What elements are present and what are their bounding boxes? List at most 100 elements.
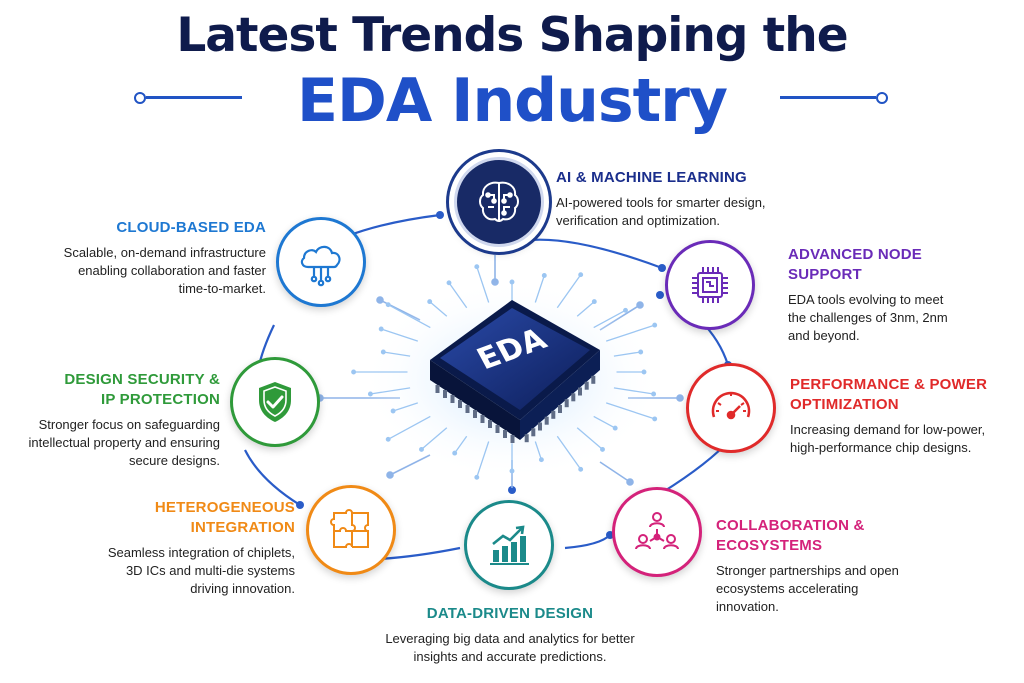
puzzle-icon: [330, 509, 369, 548]
title-decoration-right: [780, 92, 890, 104]
title-line-2: EDA Industry: [297, 66, 728, 136]
title-line-1: Latest Trends Shaping the: [176, 8, 848, 63]
cloud-icon-circle: [276, 217, 366, 307]
circuit-trace: [387, 415, 431, 440]
trend-performance-title: PERFORMANCE & POWER OPTIMIZATION: [790, 376, 988, 413]
chip-pin: [524, 434, 529, 443]
circuit-trace-node: [390, 408, 396, 414]
circuit-trace-node: [591, 299, 597, 305]
security-icon-circle: [230, 357, 320, 447]
circuit-trace: [370, 387, 411, 395]
circuit-trace: [448, 282, 468, 309]
network-people-icon: [635, 512, 679, 550]
trend-cloud-desc: Scalable, on-demand infrastructure enabl…: [63, 245, 266, 296]
circuit-trace-node: [367, 391, 373, 397]
circuit-trace-node: [641, 369, 647, 375]
chip-pin: [584, 381, 589, 390]
circuit-trace: [534, 275, 545, 303]
circuit-trace-node: [509, 279, 515, 285]
trend-collaboration-desc: Stronger partnerships and open ecosystem…: [716, 563, 899, 614]
circuit-trace: [556, 435, 582, 470]
trend-cloud-title: CLOUD-BASED EDA: [116, 219, 266, 236]
circuit-trace: [613, 351, 641, 357]
chip-pin: [495, 425, 500, 433]
circuit-trace-node: [612, 425, 618, 431]
circuit-trace-node: [600, 446, 605, 452]
shield-check-icon: [259, 382, 291, 422]
circuit-trace-node: [380, 349, 386, 355]
circuit-trace: [380, 328, 419, 342]
chip-icon: [692, 267, 728, 303]
circuit-trace-node: [446, 280, 452, 286]
circuit-trace-node: [651, 391, 657, 397]
circuit-trace-node: [378, 326, 384, 332]
circuit-trace-node: [452, 450, 458, 456]
trend-ai-title: AI & MACHINE LEARNING: [556, 169, 747, 186]
chip-pin: [544, 416, 549, 425]
circuit-trace: [556, 274, 582, 309]
chip-pin: [591, 375, 596, 384]
circuit-trace-node: [351, 369, 357, 375]
circuit-trace-node: [541, 273, 547, 278]
circuit-trace: [387, 304, 431, 329]
circuit-trace-node: [474, 264, 480, 270]
trend-data-driven: DATA-DRIVEN DESIGN Leveraging big data a…: [370, 604, 650, 666]
gauge-icon: [711, 391, 751, 420]
trend-heterogeneous: HETEROGENEOUS INTEGRATION Seamless integ…: [95, 498, 295, 598]
chip-pin: [480, 415, 485, 423]
circuit-trace-node: [385, 436, 391, 442]
trend-advanced-node-desc: EDA tools evolving to meet the challenge…: [788, 292, 948, 343]
heterogeneous-icon-circle: [306, 485, 396, 575]
trend-data-driven-desc: Leveraging big data and analytics for be…: [385, 631, 635, 664]
chip-pin: [435, 385, 440, 393]
circuit-trace-node: [427, 299, 433, 305]
chip-pin: [578, 387, 582, 396]
chip-pin: [488, 420, 492, 428]
circuit-trace: [576, 427, 603, 450]
trend-security-title: DESIGN SECURITY & IP PROTECTION: [64, 371, 220, 408]
circuit-trace-node: [538, 457, 544, 463]
circuit-trace: [454, 435, 468, 454]
circuit-trace: [421, 427, 448, 450]
trend-performance: PERFORMANCE & POWER OPTIMIZATION Increas…: [790, 375, 1000, 457]
trend-performance-desc: Increasing demand for low-power, high-pe…: [790, 422, 986, 455]
chip-pin: [551, 410, 556, 419]
brain-circuit-icon: [479, 181, 519, 223]
cloud-icon: [300, 245, 341, 287]
circuit-trace: [593, 415, 616, 429]
center-chip: [430, 300, 600, 443]
circuit-trace-node: [652, 322, 658, 328]
trend-ai: AI & MACHINE LEARNING AI-powered tools f…: [556, 168, 766, 230]
chip-pin: [510, 435, 515, 443]
circuit-trace-node: [474, 474, 480, 480]
circuit-trace: [429, 301, 448, 317]
collaboration-icon-circle: [612, 487, 702, 577]
circuit-trace: [534, 441, 543, 460]
circuit-trace-node: [509, 468, 515, 474]
chip-pin: [458, 400, 462, 408]
trend-cloud: CLOUD-BASED EDA Scalable, on-demand infr…: [56, 218, 266, 298]
chip-pin: [443, 390, 447, 398]
title-decoration-left: [134, 92, 244, 104]
circuit-trace-node: [638, 349, 644, 355]
trend-data-driven-title: DATA-DRIVEN DESIGN: [426, 605, 594, 622]
circuit-trace: [593, 309, 626, 329]
chip-pin: [473, 410, 477, 418]
circuit-trace-node: [578, 272, 584, 278]
circuit-trace: [392, 402, 419, 412]
circuit-trace: [576, 301, 595, 317]
circuit-trace-node: [385, 302, 391, 308]
circuit-trace: [613, 387, 654, 395]
circuit-trace: [476, 266, 490, 303]
circuit-trace: [476, 441, 490, 478]
trend-collaboration-title: COLLABORATION & ECOSYSTEMS: [716, 517, 865, 554]
chip-pin: [450, 395, 455, 403]
trend-advanced-node-title: ADVANCED NODE SUPPORT: [788, 246, 922, 283]
chip-pin: [465, 405, 470, 413]
trend-collaboration: COLLABORATION & ECOSYSTEMS Stronger part…: [716, 516, 916, 616]
chip-pin: [531, 428, 536, 437]
ai-icon-circle: [454, 157, 544, 247]
circuit-trace-node: [578, 466, 584, 472]
